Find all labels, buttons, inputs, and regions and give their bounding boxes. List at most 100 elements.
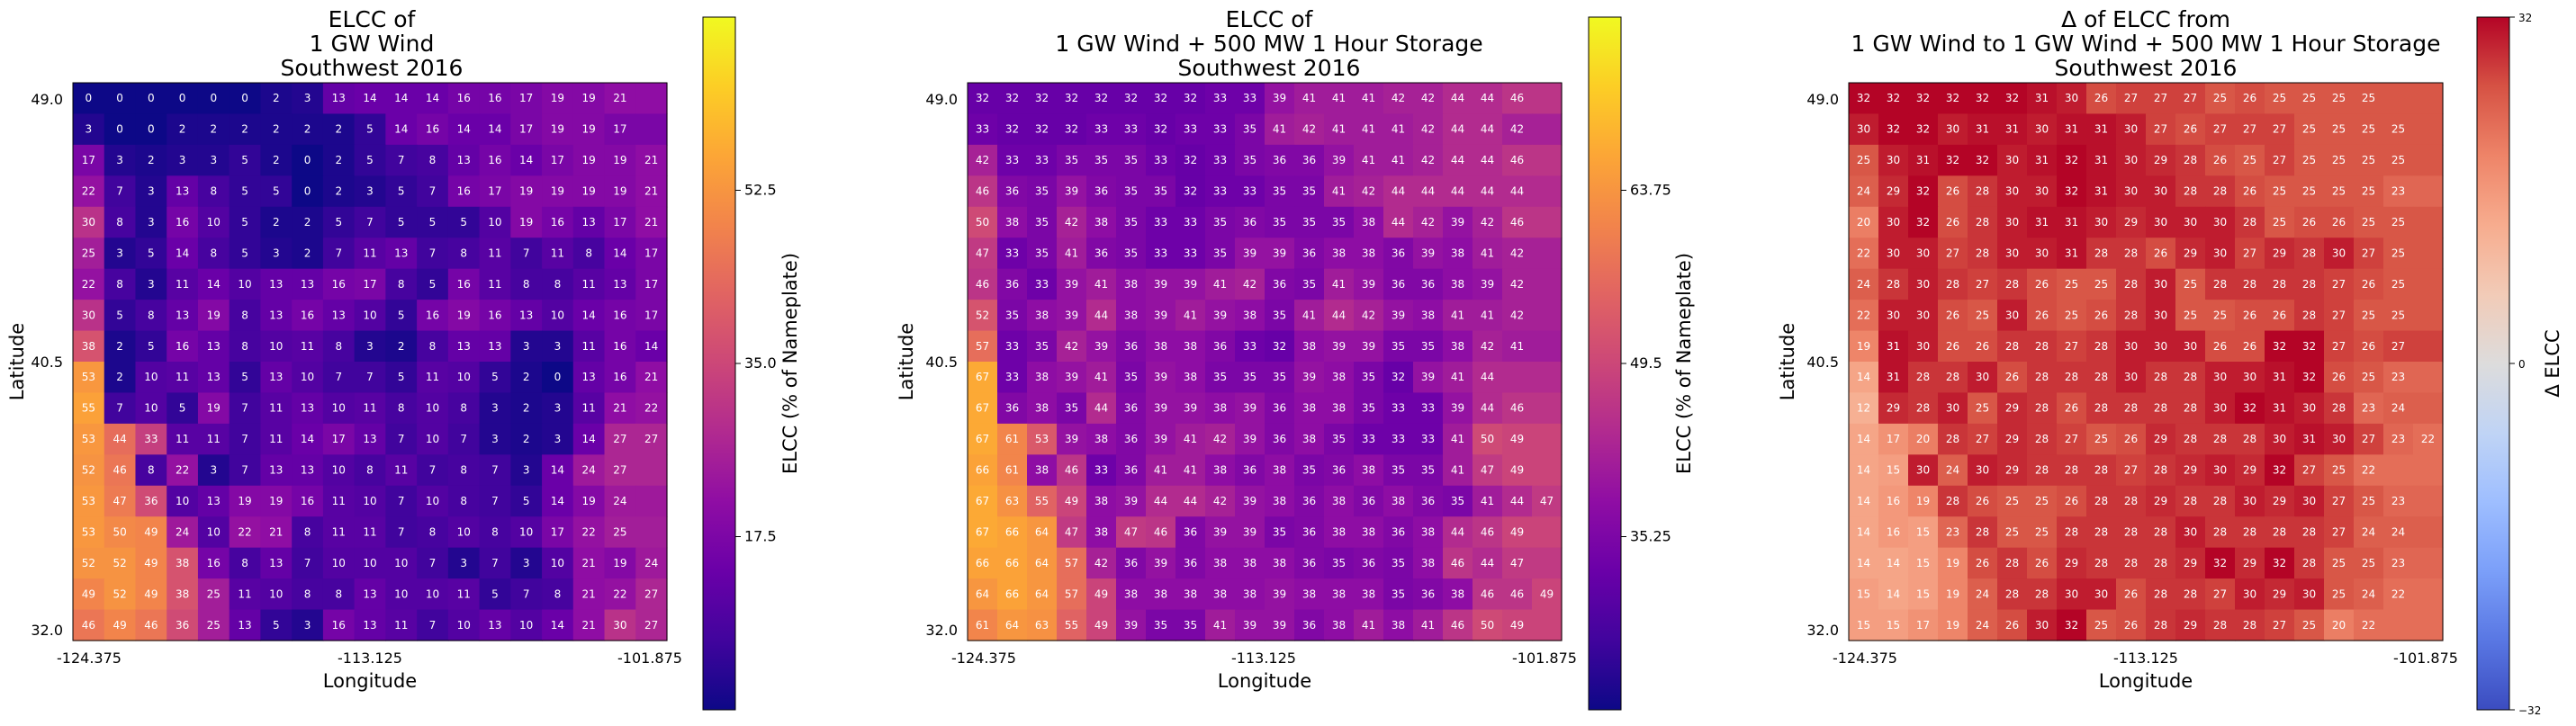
- heatmap-cell: [197, 206, 230, 238]
- colorbar-tick-label: 32: [2518, 12, 2532, 24]
- cell-value-label: 30: [2035, 185, 2049, 198]
- heatmap-cell: [1443, 144, 1473, 176]
- cell-value-label: 36: [1421, 495, 1435, 507]
- cell-value-label: 29: [2184, 557, 2197, 569]
- heatmap-cell: [1175, 423, 1206, 455]
- heatmap-cell: [2205, 206, 2236, 238]
- heatmap-cell: [2294, 485, 2325, 517]
- cell-value-label: 41: [1362, 123, 1375, 136]
- heatmap-cell: [2175, 330, 2206, 363]
- heatmap-cell: [510, 113, 543, 146]
- heatmap-cell: [2383, 362, 2414, 394]
- cell-value-label: 28: [2094, 495, 2108, 507]
- heatmap-cell: [2235, 516, 2265, 549]
- cell-value-label: 28: [2302, 557, 2316, 569]
- heatmap-cell: [479, 175, 511, 208]
- cell-value-label: 39: [1421, 371, 1435, 383]
- cell-value-label: 67: [976, 433, 989, 445]
- cell-value-label: 41: [1184, 464, 1197, 477]
- cell-value-label: 28: [2213, 495, 2227, 507]
- heatmap-cell: [2265, 362, 2295, 394]
- cell-value-label: 33: [1213, 154, 1227, 166]
- heatmap-cell: [2235, 268, 2265, 300]
- cell-value-label: 7: [398, 495, 405, 507]
- heatmap-cell: [1324, 144, 1355, 176]
- heatmap-cell: [1324, 300, 1355, 332]
- cell-value-label: 25: [2184, 309, 2197, 321]
- heatmap-cell: [229, 578, 262, 611]
- heatmap-cell: [1532, 330, 1563, 363]
- cell-value-label: 41: [1481, 246, 1494, 259]
- cell-value-label: 10: [207, 216, 221, 229]
- cell-value-label: 66: [1005, 587, 1019, 600]
- cell-value-label: 36: [1213, 340, 1227, 353]
- cell-value-label: 44: [1451, 154, 1464, 166]
- heatmap-cell: [1354, 392, 1384, 425]
- heatmap-cell: [1502, 300, 1533, 332]
- cell-value-label: 14: [1857, 371, 1870, 383]
- heatmap-cell: [1354, 300, 1384, 332]
- cell-value-label: 5: [398, 309, 405, 321]
- heatmap-cell: [229, 206, 262, 238]
- cell-value-label: 19: [457, 309, 471, 321]
- heatmap-cell: [1205, 423, 1236, 455]
- cell-value-label: 21: [644, 216, 658, 229]
- heatmap-cell: [2413, 547, 2444, 579]
- heatmap-cell: [1057, 578, 1087, 611]
- heatmap-cell: [1235, 300, 1265, 332]
- cell-value-label: 39: [1362, 340, 1375, 353]
- heatmap-cell: [1265, 392, 1295, 425]
- cell-value-label: 19: [1857, 340, 1870, 353]
- heatmap-cell: [1235, 206, 1265, 238]
- heatmap-cell: [1443, 330, 1473, 363]
- heatmap-cell: [385, 300, 418, 332]
- cell-value-label: 30: [2005, 246, 2019, 259]
- heatmap-cell: [2294, 547, 2325, 579]
- heatmap-cell: [167, 362, 199, 394]
- heatmap-cell: [1908, 206, 1939, 238]
- cell-value-label: 39: [1481, 278, 1494, 291]
- cell-value-label: 14: [644, 340, 658, 353]
- cell-value-label: 22: [2362, 464, 2375, 477]
- heatmap-cell: [1265, 113, 1295, 146]
- cell-value-label: 35: [1184, 619, 1197, 632]
- heatmap-cell: [417, 206, 449, 238]
- heatmap-cell: [292, 516, 324, 549]
- cell-value-label: 33: [1392, 402, 1405, 415]
- heatmap-cell: [2294, 454, 2325, 487]
- heatmap-cell: [1878, 485, 1909, 517]
- heatmap-cell: [1383, 113, 1414, 146]
- heatmap-cell: [1849, 300, 1879, 332]
- heatmap-cell: [1116, 423, 1147, 455]
- cell-value-label: 28: [2302, 246, 2316, 259]
- heatmap-cell: [1473, 206, 1503, 238]
- cell-value-label: 3: [210, 464, 217, 477]
- heatmap-cell: [2175, 113, 2206, 146]
- heatmap-cell: [1027, 609, 1058, 641]
- heatmap-cell: [417, 83, 449, 115]
- cell-value-label: 10: [551, 309, 564, 321]
- heatmap-cell: [167, 485, 199, 517]
- cell-value-label: 41: [1213, 619, 1227, 632]
- heatmap-cell: [135, 330, 167, 363]
- cell-value-label: 28: [2154, 402, 2167, 415]
- cell-value-label: 25: [2362, 495, 2375, 507]
- heatmap-cell: [73, 547, 105, 579]
- heatmap-cell: [1205, 268, 1236, 300]
- cell-value-label: 35: [1035, 185, 1049, 198]
- cell-value-label: 36: [1124, 402, 1138, 415]
- cell-value-label: 16: [488, 154, 501, 166]
- cell-value-label: 0: [210, 92, 217, 104]
- heatmap-cell: [229, 238, 262, 270]
- heatmap-cell: [479, 206, 511, 238]
- heatmap-cell: [997, 362, 1028, 394]
- cell-value-label: 32: [1976, 154, 1989, 166]
- cell-value-label: 49: [1510, 619, 1524, 632]
- cell-value-label: 33: [1035, 154, 1049, 166]
- heatmap-cell: [1908, 175, 1939, 208]
- cell-value-label: 46: [1510, 154, 1524, 166]
- heatmap-cell: [1938, 113, 1968, 146]
- cell-value-label: 28: [1916, 402, 1930, 415]
- heatmap-cell: [1265, 516, 1295, 549]
